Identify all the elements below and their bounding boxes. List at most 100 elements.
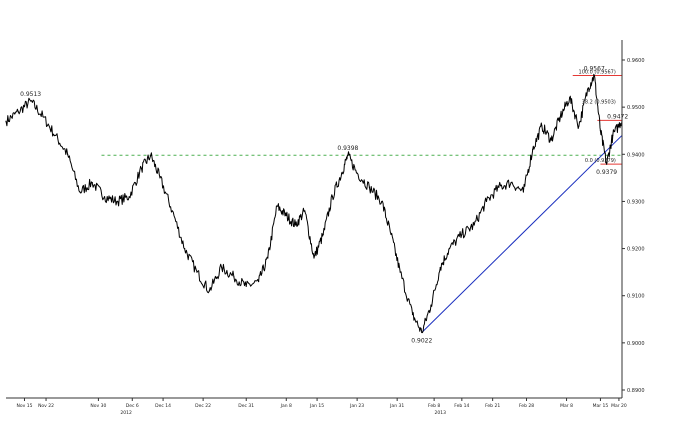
series-point-58 xyxy=(612,134,614,137)
series-point-27 xyxy=(313,257,315,259)
series-point-16 xyxy=(196,271,198,273)
series-point-12 xyxy=(150,154,152,156)
x-tick-label-14: Feb 28 xyxy=(519,403,534,409)
y-tick-label-2: 0.9100 xyxy=(627,294,645,300)
price-series xyxy=(5,73,623,334)
series-point-53 xyxy=(578,125,580,127)
series-point-10 xyxy=(128,196,130,198)
series-point-21 xyxy=(257,280,260,283)
annotation-label-5: 100.0 (0.9567) xyxy=(579,70,616,76)
series-point-31 xyxy=(347,154,349,156)
series-point-26 xyxy=(304,210,306,212)
x-tick-label-4: Dec 14 xyxy=(155,403,171,409)
x-tick-label-6: Dec 31 xyxy=(238,403,254,409)
series-point-2 xyxy=(30,100,32,102)
series-point-57 xyxy=(606,163,608,165)
x-tick-label-13: Feb 21 xyxy=(485,403,500,409)
series-point-36 xyxy=(399,271,401,273)
x-year-label-1: 2013 xyxy=(435,410,447,416)
series-point-50 xyxy=(550,139,552,141)
annotation-label-6: 38.2 (0.9503) xyxy=(582,100,616,106)
x-axis: Nov 15 Nov 22 Nov 30 Dec 6 Dec 14 Dec 22 Dec 3… xyxy=(6,397,627,416)
series-point-22 xyxy=(267,257,269,259)
y-tick-label-0: 0.8900 xyxy=(627,388,645,394)
series-point-42 xyxy=(461,233,463,236)
trendline xyxy=(421,135,623,333)
series-point-7 xyxy=(91,181,93,184)
series-point-6 xyxy=(79,191,81,193)
series-point-23 xyxy=(276,205,278,207)
series-point-44 xyxy=(485,200,488,203)
series-point-35 xyxy=(390,233,392,236)
series-point-20 xyxy=(245,285,247,287)
series-point-33 xyxy=(368,186,371,188)
series-point-13 xyxy=(159,177,161,179)
series-point-25 xyxy=(294,224,297,226)
y-axis: 0.8900 0.9000 0.9100 0.9200 0.9300 0.9400 0.95… xyxy=(621,40,645,398)
annotation-label-3: 0.9567 xyxy=(584,66,605,73)
series-point-34 xyxy=(381,200,383,203)
series-point-56 xyxy=(599,130,602,132)
series-point-46 xyxy=(510,181,512,184)
annotation-label-7: 0.0 (0.9379) xyxy=(585,158,616,164)
series-point-41 xyxy=(448,247,451,250)
series-point-9 xyxy=(116,200,118,203)
series-point-15 xyxy=(184,247,186,250)
x-tick-label-16: Mar 15 xyxy=(593,403,609,409)
series-point-3 xyxy=(42,115,44,118)
y-tick-label-5: 0.9400 xyxy=(627,152,645,158)
y-tick-label-1: 0.9000 xyxy=(627,341,645,347)
series-point-30 xyxy=(341,172,343,174)
annotation-label-8: 0.9472 xyxy=(607,113,628,120)
annotations: 0.9513 0.9398 0.9022 0.9567 0.9379 100.0 (0.9… xyxy=(20,66,628,345)
series-point-49 xyxy=(541,125,543,127)
x-tick-label-12: Feb 14 xyxy=(454,403,469,409)
series-point-8 xyxy=(103,196,106,198)
series-point-45 xyxy=(498,186,500,188)
series-point-11 xyxy=(140,167,143,170)
x-tick-label-1: Nov 22 xyxy=(38,403,54,409)
x-tick-label-0: Nov 15 xyxy=(17,403,33,409)
trendline-group xyxy=(421,135,623,333)
x-tick-label-3: Dec 6 xyxy=(126,403,139,409)
series-point-29 xyxy=(331,196,334,198)
series-point-28 xyxy=(322,233,324,236)
series-point-48 xyxy=(532,148,534,151)
x-tick-label-2: Nov 30 xyxy=(90,403,106,409)
x-tick-label-8: Jan 15 xyxy=(309,403,324,409)
annotation-label-1: 0.9398 xyxy=(337,145,358,152)
x-tick-label-7: Jan 8 xyxy=(280,403,292,409)
series-point-54 xyxy=(587,87,589,89)
y-tick-label-7: 0.9600 xyxy=(627,58,645,64)
series-point-37 xyxy=(411,313,414,316)
annotation-label-0: 0.9513 xyxy=(20,91,41,98)
x-tick-label-9: Jan 23 xyxy=(349,403,364,409)
series-point-47 xyxy=(522,191,525,193)
x-tick-label-11: Feb 8 xyxy=(428,403,440,409)
series-point-4 xyxy=(54,134,56,137)
series-point-18 xyxy=(221,266,223,269)
series-point-43 xyxy=(473,224,475,226)
x-tick-label-15: Mar 8 xyxy=(560,403,573,409)
series-point-24 xyxy=(285,214,287,217)
series-point-52 xyxy=(569,97,571,99)
x-tick-label-10: Jan 31 xyxy=(389,403,404,409)
series-point-32 xyxy=(356,172,358,174)
series-point-17 xyxy=(208,290,210,292)
x-tick-label-5: Dec 22 xyxy=(195,403,211,409)
series-point-40 xyxy=(439,266,441,269)
series-point-19 xyxy=(233,276,235,278)
series-point-39 xyxy=(430,304,432,306)
annotation-label-2: 0.9022 xyxy=(411,337,432,344)
x-tick-label-17: Mar 20 xyxy=(611,403,627,409)
y-tick-label-4: 0.9300 xyxy=(627,199,645,205)
series-point-1 xyxy=(17,111,19,113)
level-lines xyxy=(101,75,622,165)
series-point-38 xyxy=(421,331,423,334)
annotation-label-4: 0.9379 xyxy=(596,169,617,176)
y-tick-label-6: 0.9500 xyxy=(627,105,645,111)
y-tick-label-3: 0.9200 xyxy=(627,247,645,253)
series-point-0 xyxy=(5,120,7,122)
